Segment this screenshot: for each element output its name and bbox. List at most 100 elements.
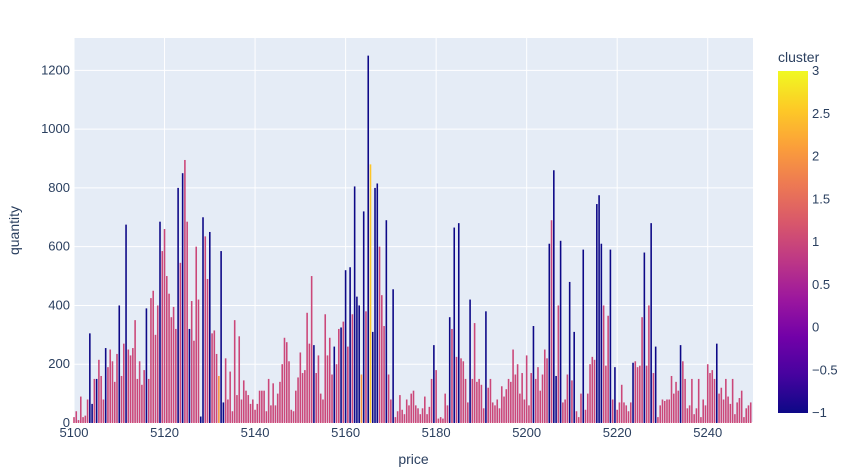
- bar-151: [414, 405, 417, 423]
- bar-287: [722, 399, 725, 423]
- bar-19: [116, 353, 118, 423]
- bar-206: [539, 390, 542, 423]
- y-tick-label-3: 600: [48, 239, 70, 254]
- bar-156: [426, 414, 428, 423]
- bar-52: [190, 301, 193, 423]
- bar-154: [421, 408, 424, 423]
- colorbar-tick-label-2: 2: [812, 149, 819, 164]
- bar-230: [593, 359, 596, 423]
- bar-266: [675, 381, 677, 423]
- bar-192: [507, 378, 510, 423]
- bar-254: [648, 305, 650, 423]
- bar-62: [213, 330, 216, 423]
- bar-179: [478, 378, 480, 423]
- bar-87: [270, 405, 272, 423]
- bar-267: [677, 390, 680, 423]
- bar-271: [686, 408, 689, 423]
- bar-209: [546, 358, 548, 423]
- bar-253: [645, 365, 648, 423]
- bar-174: [467, 402, 469, 423]
- bar-238: [611, 399, 614, 423]
- bar-54: [195, 246, 198, 423]
- bar-147: [405, 399, 408, 423]
- bar-90: [276, 393, 279, 423]
- bar-177: [473, 323, 476, 423]
- bar-270: [684, 378, 686, 423]
- bar-299: [749, 402, 752, 423]
- bar-204: [534, 378, 537, 423]
- bar-264: [670, 375, 673, 423]
- x-tick-label-6: 5220: [603, 425, 632, 440]
- bar-162: [439, 417, 442, 423]
- bar-176: [471, 378, 474, 423]
- bar-59: [206, 278, 209, 423]
- bar-256: [652, 373, 655, 423]
- bar-47: [179, 262, 182, 423]
- bar-30: [141, 384, 143, 423]
- bar-104: [308, 343, 311, 423]
- bar-183: [487, 387, 489, 423]
- bar-138: [385, 220, 388, 423]
- bar-42: [168, 293, 170, 423]
- bar-279: [704, 405, 707, 423]
- y-tick-label-5: 1000: [41, 121, 70, 136]
- bar-225: [582, 249, 585, 423]
- bar-248: [634, 361, 637, 423]
- bar-277: [700, 417, 702, 423]
- bar-187: [496, 399, 499, 423]
- bar-160: [435, 370, 437, 423]
- bar-106: [313, 345, 315, 423]
- bar-125: [356, 296, 358, 423]
- bar-164: [444, 393, 446, 423]
- bar-70: [231, 411, 234, 423]
- bar-101: [301, 373, 304, 423]
- bar-237: [609, 249, 612, 423]
- bar-88: [272, 383, 274, 423]
- bar-152: [417, 408, 419, 423]
- bar-121: [347, 346, 349, 423]
- bar-153: [419, 414, 422, 423]
- bar-94: [285, 342, 288, 423]
- bar-114: [331, 374, 333, 423]
- bar-0: [73, 417, 75, 423]
- bar-249: [636, 367, 639, 423]
- bar-228: [589, 364, 591, 423]
- bar-143: [396, 411, 399, 423]
- bar-283: [713, 378, 716, 423]
- bar-276: [697, 378, 700, 423]
- bar-157: [428, 406, 431, 423]
- bar-141: [392, 289, 394, 423]
- bar-120: [344, 270, 347, 423]
- bar-128: [362, 211, 365, 423]
- bar-215: [559, 240, 562, 423]
- bar-155: [424, 396, 426, 423]
- bar-75: [242, 380, 245, 423]
- bar-98: [295, 390, 297, 423]
- bar-240: [616, 409, 618, 423]
- bar-234: [602, 305, 605, 423]
- bar-205: [537, 367, 539, 423]
- bar-63: [215, 353, 218, 423]
- bar-37: [156, 305, 159, 423]
- bar-272: [688, 405, 691, 423]
- bar-286: [720, 387, 723, 423]
- bar-85: [265, 411, 268, 423]
- bar-186: [494, 405, 496, 423]
- bar-95: [288, 361, 290, 423]
- x-tick-label-5: 5200: [512, 425, 541, 440]
- bar-118: [340, 327, 342, 423]
- bar-288: [725, 378, 727, 423]
- bar-26: [132, 348, 134, 423]
- bar-247: [632, 362, 634, 423]
- bar-24: [127, 349, 130, 423]
- bar-166: [448, 317, 451, 423]
- bar-28: [136, 378, 139, 423]
- bar-194: [512, 349, 514, 423]
- bar-136: [381, 295, 383, 423]
- bar-295: [740, 390, 743, 423]
- bar-31: [143, 370, 145, 423]
- bar-127: [360, 374, 363, 423]
- bar-217: [564, 399, 566, 423]
- bar-82: [258, 390, 261, 423]
- bar-35: [152, 290, 154, 423]
